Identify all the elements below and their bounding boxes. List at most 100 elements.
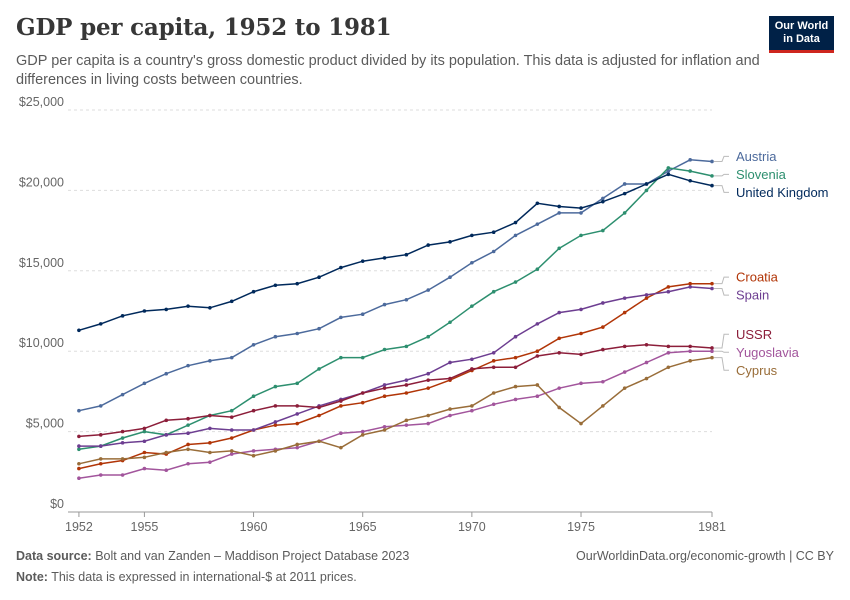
- data-point[interactable]: [404, 423, 409, 427]
- data-point[interactable]: [339, 404, 343, 408]
- data-point[interactable]: [491, 351, 496, 355]
- data-point[interactable]: [535, 383, 540, 387]
- data-point[interactable]: [426, 334, 431, 339]
- data-point[interactable]: [186, 363, 190, 368]
- data-point[interactable]: [710, 183, 714, 188]
- data-point[interactable]: [317, 367, 321, 371]
- data-point[interactable]: [448, 275, 452, 280]
- data-point[interactable]: [77, 408, 81, 413]
- data-point[interactable]: [120, 473, 125, 477]
- data-point[interactable]: [229, 355, 234, 360]
- data-point[interactable]: [77, 328, 81, 333]
- data-point[interactable]: [601, 379, 605, 384]
- data-point[interactable]: [404, 383, 409, 387]
- data-point[interactable]: [229, 415, 234, 419]
- data-point[interactable]: [229, 452, 234, 456]
- data-point[interactable]: [448, 413, 452, 418]
- data-point[interactable]: [186, 431, 190, 436]
- data-point[interactable]: [426, 371, 431, 376]
- series-cyprus[interactable]: [77, 355, 714, 466]
- data-point[interactable]: [666, 166, 671, 170]
- data-point[interactable]: [426, 413, 431, 418]
- data-point[interactable]: [186, 461, 190, 466]
- data-point[interactable]: [382, 428, 387, 432]
- data-point[interactable]: [579, 206, 583, 210]
- data-point[interactable]: [77, 466, 81, 471]
- data-point[interactable]: [295, 404, 300, 408]
- data-point[interactable]: [644, 376, 649, 381]
- data-point[interactable]: [644, 182, 649, 186]
- data-point[interactable]: [186, 423, 190, 427]
- data-point[interactable]: [164, 433, 169, 437]
- series-united-kingdom[interactable]: [77, 172, 714, 333]
- credit-link[interactable]: OurWorldinData.org/economic-growth | CC …: [576, 549, 834, 563]
- data-point[interactable]: [688, 158, 692, 162]
- data-point[interactable]: [382, 394, 387, 399]
- data-point[interactable]: [470, 233, 474, 238]
- data-point[interactable]: [557, 211, 561, 215]
- series-austria[interactable]: [77, 158, 714, 413]
- data-point[interactable]: [404, 344, 409, 349]
- data-point[interactable]: [535, 322, 540, 326]
- data-point[interactable]: [622, 370, 627, 374]
- data-point[interactable]: [164, 450, 169, 455]
- data-point[interactable]: [535, 354, 540, 358]
- owid-logo[interactable]: Our World in Data: [769, 16, 834, 53]
- data-point[interactable]: [208, 359, 212, 363]
- data-point[interactable]: [142, 381, 147, 386]
- data-point[interactable]: [470, 357, 474, 362]
- data-point[interactable]: [273, 404, 278, 408]
- data-point[interactable]: [251, 453, 256, 458]
- series-line[interactable]: [78, 344, 713, 438]
- data-point[interactable]: [77, 476, 81, 481]
- data-point[interactable]: [491, 359, 496, 363]
- data-point[interactable]: [666, 289, 671, 294]
- data-point[interactable]: [273, 449, 278, 453]
- data-point[interactable]: [339, 399, 343, 403]
- data-point[interactable]: [273, 334, 278, 339]
- series-spain[interactable]: [77, 285, 714, 448]
- series-line[interactable]: [78, 356, 713, 465]
- data-point[interactable]: [513, 355, 518, 360]
- data-point[interactable]: [622, 310, 627, 315]
- data-point[interactable]: [688, 169, 692, 173]
- data-point[interactable]: [601, 228, 605, 233]
- legend-label[interactable]: Spain: [736, 288, 769, 303]
- data-point[interactable]: [120, 441, 125, 445]
- data-point[interactable]: [273, 283, 278, 288]
- data-point[interactable]: [142, 455, 147, 460]
- data-point[interactable]: [470, 367, 474, 371]
- data-point[interactable]: [208, 305, 212, 310]
- data-point[interactable]: [120, 436, 125, 440]
- data-point[interactable]: [142, 466, 147, 471]
- data-point[interactable]: [513, 334, 518, 339]
- data-point[interactable]: [513, 220, 518, 225]
- data-point[interactable]: [98, 322, 103, 326]
- data-point[interactable]: [98, 473, 103, 477]
- data-point[interactable]: [513, 384, 518, 389]
- data-point[interactable]: [513, 397, 518, 402]
- data-point[interactable]: [666, 169, 671, 173]
- data-point[interactable]: [382, 302, 387, 307]
- data-point[interactable]: [470, 404, 474, 408]
- data-point[interactable]: [644, 293, 649, 297]
- data-point[interactable]: [295, 445, 300, 450]
- data-point[interactable]: [666, 344, 671, 349]
- data-point[interactable]: [142, 309, 147, 313]
- data-point[interactable]: [164, 418, 169, 423]
- data-point[interactable]: [448, 240, 452, 244]
- data-point[interactable]: [601, 404, 605, 408]
- data-point[interactable]: [186, 416, 190, 421]
- data-point[interactable]: [382, 256, 387, 260]
- data-point[interactable]: [317, 439, 321, 444]
- data-point[interactable]: [317, 326, 321, 331]
- data-point[interactable]: [186, 442, 190, 447]
- data-point[interactable]: [535, 349, 540, 354]
- data-point[interactable]: [382, 383, 387, 387]
- data-point[interactable]: [688, 344, 692, 349]
- data-point[interactable]: [251, 428, 256, 432]
- data-point[interactable]: [120, 429, 125, 434]
- data-point[interactable]: [339, 431, 343, 436]
- data-point[interactable]: [470, 408, 474, 413]
- data-point[interactable]: [339, 315, 343, 320]
